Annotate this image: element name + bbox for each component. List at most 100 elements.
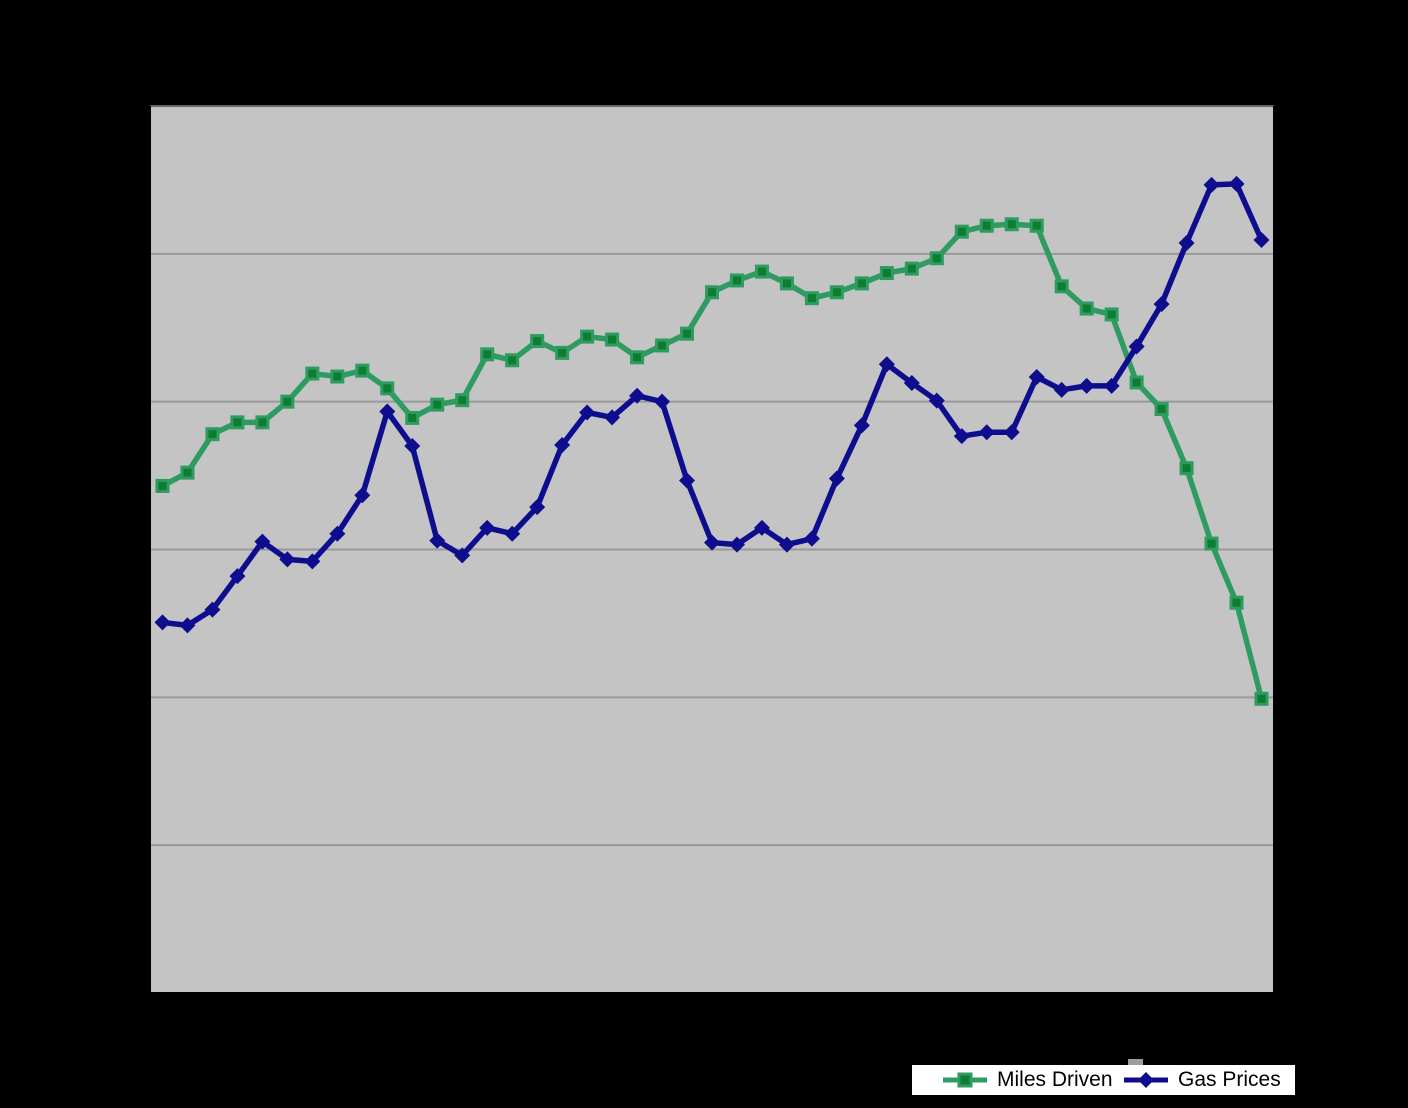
gas-prices-marker [828,470,845,487]
miles-driven-marker [705,285,719,300]
gas-prices-marker [1253,232,1270,249]
gas-prices-marker [1228,175,1245,192]
miles-driven-marker [1229,595,1244,610]
miles-driven-marker [580,329,595,344]
legend-resize-notch-icon [1128,1059,1143,1065]
gas-prices-marker [329,525,346,542]
miles-driven-marker [1079,301,1094,316]
miles-driven-marker [305,366,320,381]
y-axis-left-ticks [141,105,150,994]
gas-prices-marker [654,393,671,410]
gas-prices-marker [504,525,521,542]
gas-prices-marker [1003,424,1020,441]
legend-item-miles-driven: Miles Driven [942,1065,1113,1095]
miles-driven-marker [405,410,420,425]
miles-driven-marker [954,224,969,239]
miles-driven-marker [1004,217,1019,232]
gas-prices-marker [1153,296,1170,313]
miles-driven-marker [455,393,470,408]
miles-driven-series [155,217,1269,706]
miles-driven-marker [655,338,670,353]
miles-driven-marker [829,285,844,300]
gas-prices-marker [1103,377,1120,394]
gas-prices-marker [928,392,945,409]
gas-prices-marker [354,487,371,504]
miles-driven-marker [729,273,744,288]
legend: Miles Driven Gas Prices [910,1063,1297,1097]
miles-driven-marker [979,218,994,233]
gas-prices-marker [604,409,621,426]
gas-prices-marker [803,530,820,547]
legend-label-gas-prices: Gas Prices [1178,1068,1281,1091]
miles-driven-marker [779,276,794,291]
gas-prices-legend-marker-icon [1124,1072,1168,1088]
miles-driven-marker [355,363,370,378]
miles-driven-marker [430,397,445,412]
gas-prices-marker [1078,377,1095,394]
gas-prices-series [154,175,1270,634]
gas-prices-marker [878,356,895,373]
legend-item-gas-prices: Gas Prices [1123,1065,1281,1095]
miles-driven-marker [854,276,869,291]
miles-driven-marker [1179,461,1194,476]
miles-driven-marker [280,394,295,409]
miles-driven-marker [1204,536,1219,551]
miles-driven-marker [1054,279,1069,294]
gas-prices-marker [853,417,870,434]
gas-prices-marker [953,428,970,445]
miles-driven-marker [929,251,944,266]
miles-driven-marker [505,353,520,368]
gas-prices-marker [903,374,920,391]
gas-prices-marker [704,534,720,551]
miles-driven-marker [1029,218,1044,233]
gas-prices-marker [753,519,770,536]
miles-driven-marker [230,415,245,430]
miles-driven-marker [380,381,395,396]
miles-driven-marker [205,427,220,442]
miles-driven-marker [255,415,270,430]
gas-prices-marker [229,568,246,585]
miles-driven-marker [480,347,495,362]
gas-prices-marker [554,437,571,454]
gas-prices-marker [529,499,546,516]
miles-driven-marker [605,332,620,347]
miles-driven-marker [180,465,195,480]
gas-prices-marker [1128,338,1145,355]
gas-prices-marker [579,404,596,421]
gas-prices-marker [279,551,296,568]
gas-prices-marker [1053,381,1070,398]
gas-prices-marker [429,532,446,549]
gas-prices-marker [204,601,221,618]
x-axis-ticks [149,993,1275,1002]
gas-prices-marker [479,519,496,536]
gas-prices-marker [379,403,396,420]
miles-driven-marker [630,350,645,365]
gas-prices-marker [1028,369,1045,386]
miles-driven-marker [754,264,769,279]
gas-prices-marker [778,536,795,553]
gas-prices-marker [304,553,321,570]
gas-prices-marker [679,472,696,489]
miles-driven-marker [1104,307,1119,322]
miles-driven-marker [804,291,819,306]
miles-driven-marker [155,478,170,493]
gas-prices-marker [978,424,995,441]
gas-prices-marker [1178,234,1195,251]
gas-prices-marker [728,536,745,553]
gas-prices-marker [454,547,471,564]
miles-driven-marker [879,266,894,281]
miles-driven-legend-marker-icon [943,1072,987,1088]
miles-driven-marker [1254,691,1269,706]
miles-driven-marker [530,334,545,349]
miles-driven-marker [1129,375,1144,390]
miles-driven-marker [1154,402,1169,417]
gas-prices-marker [404,438,421,455]
miles-driven-marker [904,261,919,276]
gas-prices-marker [1203,176,1220,193]
y-axis-right-ticks [1274,105,1283,994]
legend-label-miles-driven: Miles Driven [997,1068,1113,1091]
miles-driven-marker [330,369,345,384]
gas-prices-marker [629,387,646,404]
gas-prices-marker [154,614,171,631]
